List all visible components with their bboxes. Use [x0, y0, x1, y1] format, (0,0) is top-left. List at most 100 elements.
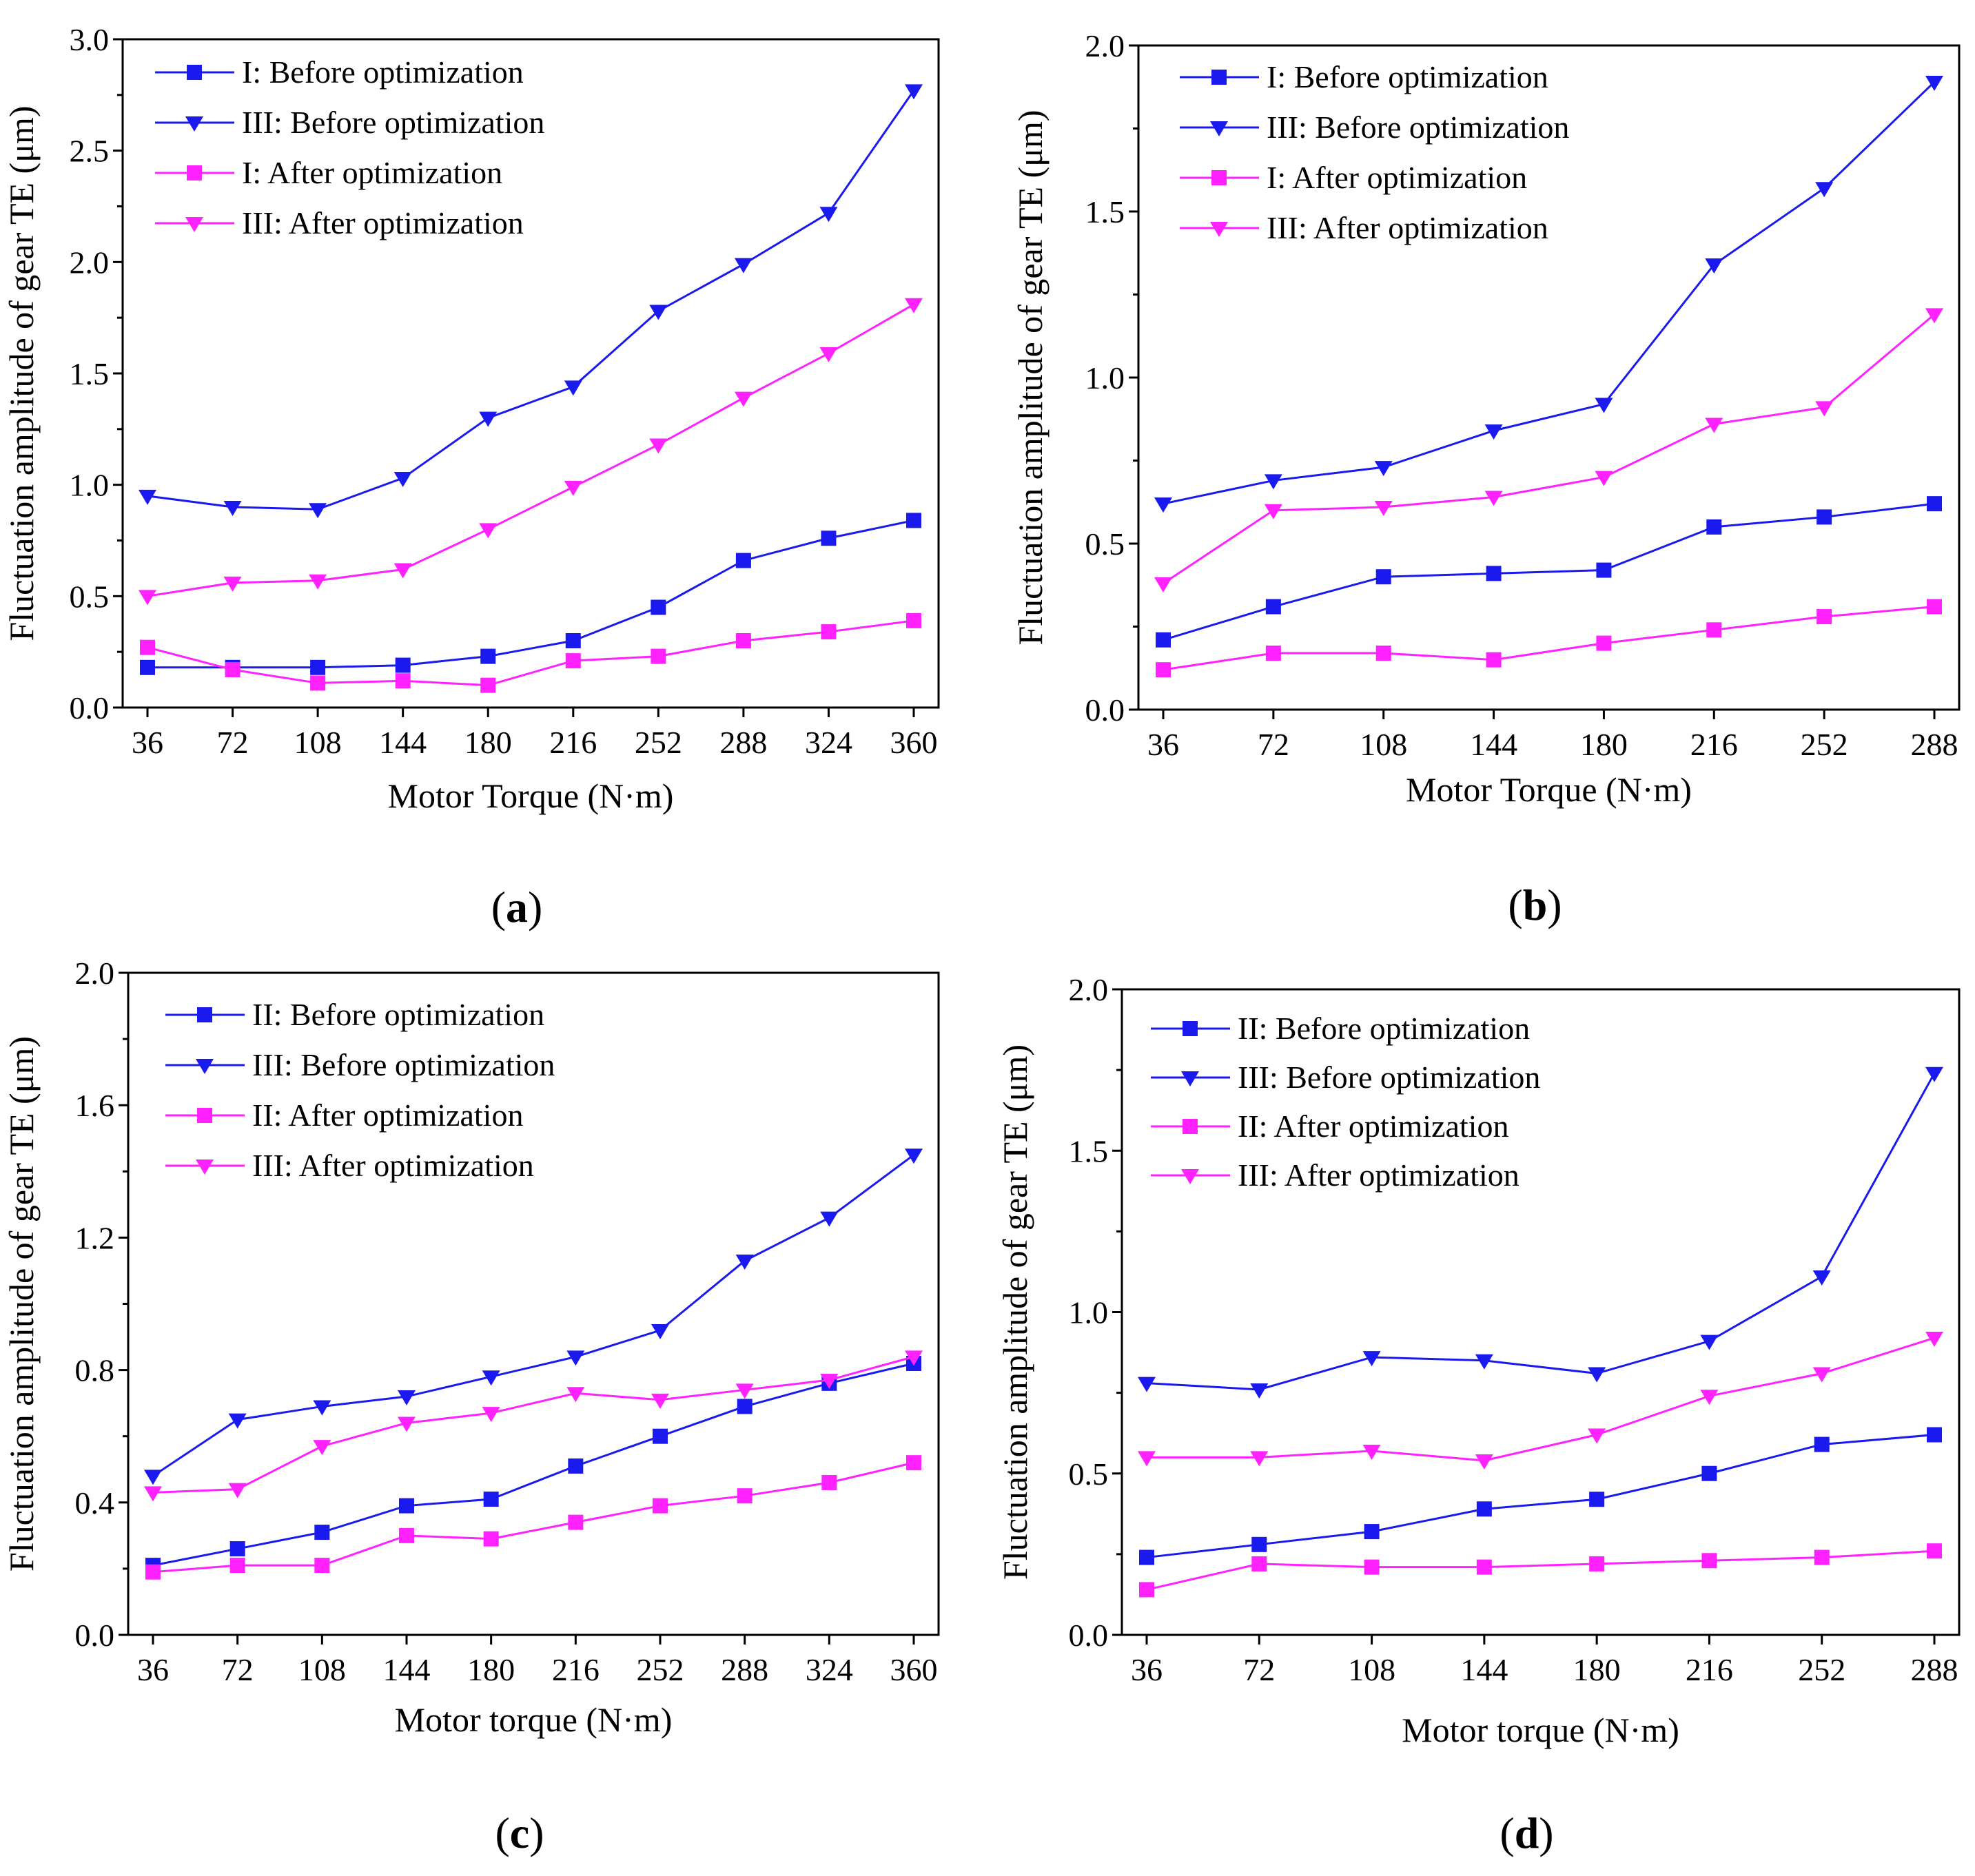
- x-tick-label: 180: [1580, 727, 1628, 762]
- data-point: [1701, 1553, 1717, 1569]
- series-line: [152, 1362, 914, 1567]
- data-point: [140, 639, 155, 655]
- data-point: [1588, 1428, 1606, 1444]
- data-point: [1817, 509, 1832, 525]
- y-tick-label: 3.0: [70, 22, 110, 57]
- data-point: [310, 675, 326, 691]
- series-line: [1147, 1337, 1935, 1462]
- data-point: [1374, 500, 1393, 516]
- y-tick-label: 0.5: [1069, 1456, 1109, 1492]
- data-point: [649, 305, 668, 320]
- data-point: [229, 1558, 245, 1574]
- data-point: [1250, 1451, 1269, 1467]
- series-3: [140, 612, 921, 693]
- legend-marker: [196, 1159, 214, 1175]
- y-tick-label: 0.0: [75, 1618, 115, 1653]
- data-point: [144, 1470, 162, 1485]
- y-tick-label: 2.0: [1085, 28, 1125, 63]
- x-tick-label: 72: [1243, 1652, 1275, 1687]
- x-tick-label: 36: [137, 1652, 169, 1687]
- legend: II: Before optimization III: Before optim…: [165, 997, 555, 1183]
- legend-label: III: Before optimization: [1238, 1060, 1540, 1095]
- data-point: [1814, 1436, 1830, 1452]
- x-tick-label: 216: [552, 1652, 600, 1687]
- legend-marker: [1211, 170, 1227, 185]
- y-tick-label: 2.5: [70, 134, 110, 169]
- y-tick-label: 0.8: [75, 1353, 115, 1388]
- y-axis-title: Fluctuation amplitude of gear TE (μm): [2, 105, 41, 641]
- data-point: [1139, 1549, 1154, 1565]
- legend: II: Before optimization III: Before optim…: [1151, 1011, 1540, 1193]
- x-tick-label: 36: [1131, 1652, 1163, 1687]
- series-line: [147, 90, 915, 511]
- data-point: [1156, 662, 1171, 678]
- data-point: [568, 1458, 584, 1474]
- series-line: [1163, 502, 1935, 641]
- data-point: [139, 590, 156, 606]
- data-point: [1250, 1383, 1269, 1399]
- data-point: [395, 657, 411, 673]
- data-point: [735, 1255, 754, 1270]
- data-point: [735, 553, 751, 568]
- series-line: [1163, 606, 1935, 671]
- x-tick-label: 324: [805, 725, 852, 760]
- data-point: [819, 347, 838, 362]
- data-point: [1925, 308, 1943, 324]
- data-point: [1139, 1582, 1154, 1598]
- data-point: [1476, 1501, 1492, 1517]
- data-point: [564, 380, 582, 396]
- data-point: [566, 1387, 585, 1403]
- x-tick-label: 144: [1470, 727, 1517, 762]
- y-tick-label: 1.5: [1069, 1133, 1109, 1168]
- series-4: [144, 1350, 923, 1502]
- series-line: [147, 303, 914, 597]
- y-tick-label: 0.4: [75, 1485, 115, 1521]
- x-tick-label: 360: [890, 1652, 938, 1687]
- data-point: [651, 1393, 669, 1409]
- data-point: [1927, 496, 1942, 512]
- data-point: [735, 1383, 754, 1399]
- data-point: [1476, 1559, 1492, 1575]
- series-line: [152, 1461, 914, 1574]
- data-point: [1927, 1543, 1942, 1559]
- data-point: [1475, 1354, 1493, 1370]
- legend-marker: [1211, 70, 1227, 85]
- legend-label: III: Before optimization: [252, 1047, 555, 1082]
- legend-label: II: After optimization: [1238, 1109, 1508, 1144]
- data-point: [1486, 652, 1502, 668]
- panel-c: 0.0 0.4 0.8 1.2 1.6 2.0 36 72 108 144 180 216 252 288…: [2, 956, 940, 1857]
- legend-marker: [185, 116, 203, 132]
- data-point: [399, 1527, 414, 1543]
- data-point: [483, 1531, 499, 1547]
- data-point: [566, 1350, 585, 1366]
- legend-label: I: Before optimization: [1267, 59, 1548, 94]
- data-point: [1156, 632, 1171, 648]
- data-point: [1925, 1066, 1943, 1082]
- data-point: [1375, 646, 1391, 661]
- legend: I: Before optimization III: Before optimi…: [155, 54, 544, 240]
- data-point: [1364, 1559, 1380, 1575]
- y-tick-label: 0.0: [1069, 1618, 1109, 1653]
- data-point: [225, 662, 241, 678]
- data-point: [393, 563, 412, 579]
- x-tick-label: 180: [1573, 1652, 1621, 1687]
- data-point: [309, 503, 327, 519]
- data-point: [1812, 1367, 1831, 1383]
- data-point: [905, 84, 923, 100]
- data-point: [395, 673, 411, 689]
- data-point: [1927, 1427, 1942, 1443]
- legend-marker: [1181, 1169, 1199, 1184]
- data-point: [1814, 1549, 1830, 1565]
- data-point: [310, 659, 326, 675]
- x-tick-label: 288: [1911, 727, 1958, 762]
- data-point: [1815, 182, 1834, 198]
- data-point: [905, 298, 923, 313]
- data-point: [734, 258, 753, 274]
- data-point: [140, 659, 155, 675]
- y-tick-label: 1.5: [70, 356, 110, 391]
- data-point: [1596, 635, 1612, 651]
- legend-label: II: Before optimization: [252, 997, 544, 1032]
- data-point: [1264, 474, 1282, 490]
- x-tick-label: 252: [1801, 727, 1848, 762]
